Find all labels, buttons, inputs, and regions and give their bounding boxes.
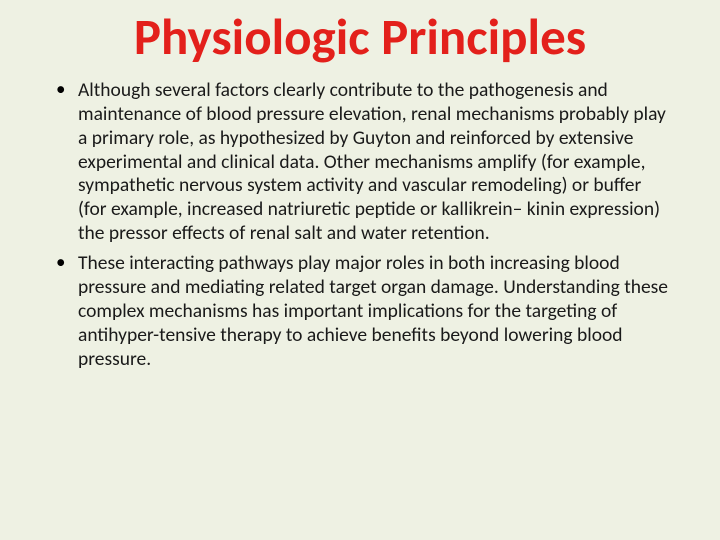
bullet-text: Although several factors clearly contrib… <box>78 78 666 246</box>
slide: Physiologic Principles Although several … <box>0 0 720 540</box>
bullet-text: These interacting pathways play major ro… <box>78 251 668 371</box>
list-item: Although several factors clearly contrib… <box>50 78 670 246</box>
bullet-list: Although several factors clearly contrib… <box>50 78 670 372</box>
slide-title: Physiologic Principles <box>50 10 670 64</box>
list-item: These interacting pathways play major ro… <box>50 251 670 371</box>
